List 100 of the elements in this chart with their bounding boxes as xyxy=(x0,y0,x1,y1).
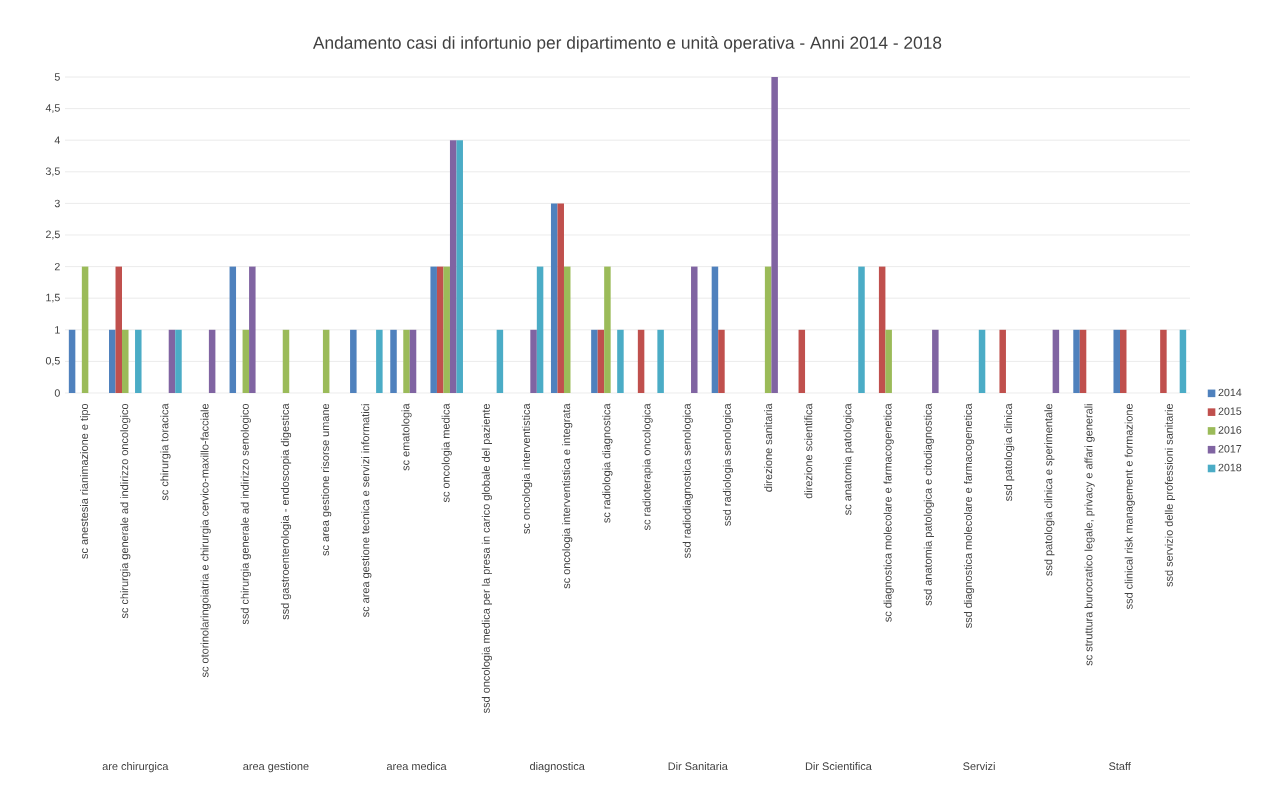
legend-label: 2016 xyxy=(1218,426,1242,434)
y-tick-label: 1,5 xyxy=(46,293,60,303)
bar xyxy=(978,329,986,393)
x-tick-label: sc radiologia diagnostica xyxy=(602,403,613,523)
bar xyxy=(691,266,698,393)
bar xyxy=(858,266,865,393)
y-tick-label: 2 xyxy=(54,262,60,271)
bar xyxy=(135,329,142,393)
text: area medica xyxy=(386,762,447,771)
x-tick-label: ssd patologia clinica xyxy=(1004,403,1015,501)
x-tick-label: ssd patologia clinica e sperimentale xyxy=(1044,403,1055,576)
bar xyxy=(443,266,450,393)
x-tick-label: ssd oncologia medica per la presa in carico globale del paziente xyxy=(481,403,492,714)
legend-label: 2015 xyxy=(1218,407,1242,415)
bar xyxy=(68,329,76,393)
x-tick-label: sc area gestione tecnica e servizi informatici xyxy=(361,404,372,617)
bar xyxy=(403,329,410,393)
y-tick-label: 3,5 xyxy=(45,167,60,177)
bar xyxy=(591,329,598,393)
bar xyxy=(1179,329,1187,393)
bar xyxy=(557,203,564,393)
bar xyxy=(604,266,611,393)
y-tick-label: 4 xyxy=(54,136,60,144)
bar xyxy=(115,266,123,393)
bar xyxy=(885,329,892,393)
bar xyxy=(657,329,664,393)
bar xyxy=(456,140,463,393)
text: diagnostica xyxy=(530,762,585,773)
bar xyxy=(563,266,571,393)
bar xyxy=(999,329,1006,393)
bar xyxy=(81,266,89,393)
bar xyxy=(711,266,719,393)
x-tick-label: sc ematologia xyxy=(401,403,412,471)
x-tick-label: sc diagnostica molecolare e farmacogenetica xyxy=(883,403,894,622)
bar xyxy=(1079,329,1087,393)
bar xyxy=(550,203,558,393)
bar xyxy=(932,329,939,393)
text: Staff xyxy=(1109,762,1131,771)
bar xyxy=(536,266,544,393)
bar xyxy=(350,329,357,393)
text: Servizi xyxy=(963,762,995,771)
bar xyxy=(322,329,330,393)
x-tick-label: ssd radiodiagnostica senologica xyxy=(682,403,693,559)
bar xyxy=(496,329,504,393)
x-tick-label: sc anatomia patologica xyxy=(843,403,854,515)
chart-title: Andamento casi di infortunio per dipartimento e unità operativa - Anni 2014 - 2018 xyxy=(312,35,942,53)
x-tick-label: direzione scientifica xyxy=(804,403,813,499)
bar xyxy=(282,329,290,393)
x-tick-label: sc oncologia medica xyxy=(441,403,452,503)
x-tick-label: direzione sanitaria xyxy=(764,403,773,492)
x-tick-label: ssd anatomia patologica e citodiagnostica xyxy=(923,403,934,606)
bar xyxy=(1052,329,1060,393)
bar xyxy=(249,266,256,393)
bar xyxy=(390,329,397,393)
bar xyxy=(168,329,176,393)
y-tick-label: 2,5 xyxy=(46,230,60,240)
x-tick-label: ssd diagnostica molecolare e farmacogenetica xyxy=(963,403,975,628)
y-tick-label: 0,5 xyxy=(45,357,60,366)
bar xyxy=(208,329,216,393)
y-tick-label: 1 xyxy=(55,326,60,334)
x-tick-label: ssd clinical risk management e formazione xyxy=(1124,403,1135,610)
text: are chirurgica xyxy=(102,762,169,773)
legend-label: 2017 xyxy=(1218,444,1242,453)
bar xyxy=(798,329,806,393)
x-tick-label: ssd servizio delle professioni sanitarie xyxy=(1164,403,1176,587)
bar xyxy=(449,140,457,393)
text: Dir Sanitaria xyxy=(668,762,728,771)
bar xyxy=(122,329,129,393)
x-tick-label: sc otorinolaringoiatria e chirurgia cervico-maxillo-facciale xyxy=(200,403,211,678)
legend-label: 2014 xyxy=(1218,388,1242,397)
x-tick-label: sc chirurgia generale ad indirizzo oncologico xyxy=(120,403,131,619)
x-tick-label: sc chirurgia toracica xyxy=(160,403,171,501)
bar xyxy=(409,329,417,393)
bar xyxy=(1113,329,1120,393)
bar xyxy=(1073,329,1080,393)
x-tick-label: ssd radiologia senologica xyxy=(722,403,734,526)
bar xyxy=(436,266,444,393)
bar xyxy=(175,329,182,393)
bar xyxy=(597,329,605,393)
bar xyxy=(771,77,778,393)
bar xyxy=(764,266,772,393)
x-tick-label: sc oncologia interventistica e integrata xyxy=(562,403,573,589)
bar xyxy=(376,329,383,393)
bar xyxy=(109,329,116,393)
x-tick-label: sc radioterapia oncologica xyxy=(642,403,653,531)
x-tick-label: sc anestesia rianimazione e tipo xyxy=(80,403,91,559)
bar xyxy=(1119,329,1127,393)
y-tick-label: 5 xyxy=(54,73,60,81)
y-tick-label: 0 xyxy=(54,389,60,397)
x-tick-label: sc oncologia interventistica xyxy=(521,403,533,534)
bar xyxy=(1160,329,1167,393)
y-tick-label: 3 xyxy=(54,199,60,208)
bar xyxy=(242,329,250,393)
bar xyxy=(617,329,624,393)
bar xyxy=(530,329,537,393)
x-tick-label: sc struttura burocratico legale, privacy e affari generali xyxy=(1084,404,1095,666)
x-tick-label: ssd gastroenterologia - endoscopia digestica xyxy=(280,403,292,620)
text: area gestione xyxy=(243,762,309,773)
legend-label: 2018 xyxy=(1218,463,1242,472)
bar xyxy=(878,266,886,393)
